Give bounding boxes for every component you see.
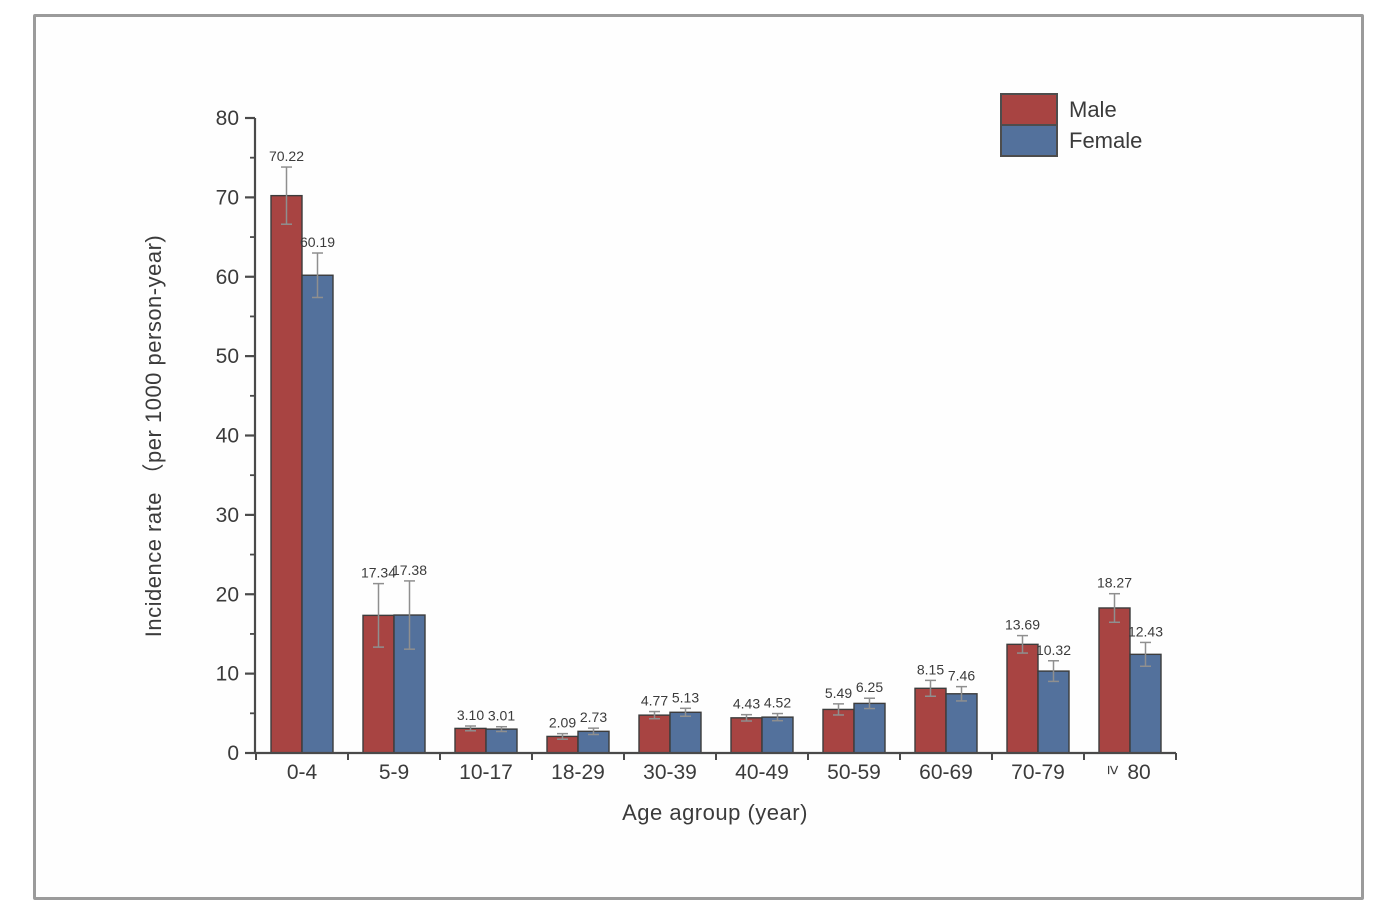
value-label: 10.32 (1036, 642, 1071, 658)
y-tick-label: 80 (216, 107, 239, 130)
value-label: 13.69 (1005, 617, 1040, 633)
value-label: 4.52 (764, 695, 791, 711)
legend-item-male: Male (1000, 93, 1142, 126)
value-label: 2.73 (580, 709, 607, 725)
x-tick-label: 18-29 (551, 761, 605, 784)
value-label: 4.77 (641, 693, 668, 709)
value-label: 3.01 (488, 708, 515, 724)
y-tick-label: 30 (216, 504, 239, 527)
value-label: 17.38 (392, 562, 427, 578)
x-tick-label: 10-17 (459, 761, 513, 784)
value-label: 8.15 (917, 661, 944, 677)
value-label: 60.19 (300, 234, 335, 250)
value-label: 7.46 (948, 668, 975, 684)
value-label: 5.49 (825, 685, 852, 701)
y-tick-label: 10 (216, 663, 239, 686)
value-label: 18.27 (1097, 575, 1132, 591)
x-tick-label-gte-symbol: ≥ (1104, 765, 1123, 774)
bar-male (270, 194, 303, 754)
legend-swatch-male (1000, 93, 1058, 126)
value-label: 4.43 (733, 696, 760, 712)
x-tick-label: 70-79 (1011, 761, 1065, 784)
y-tick-label: 70 (216, 186, 239, 209)
bar-male (914, 687, 947, 754)
legend-label-female: Female (1069, 127, 1143, 153)
bar-female (761, 716, 794, 754)
value-label: 12.43 (1128, 623, 1163, 639)
legend-item-female: Female (1000, 124, 1142, 157)
bar-male (638, 714, 671, 754)
legend-label-male: Male (1069, 96, 1117, 122)
bar-male (822, 708, 855, 754)
y-tick-label: 60 (216, 266, 239, 289)
bar-female (485, 728, 518, 754)
bar-female (945, 693, 978, 754)
x-tick-label: 80 (1127, 761, 1150, 784)
value-label: 5.13 (672, 689, 699, 705)
bar-female (301, 274, 334, 754)
y-tick-label: 0 (227, 742, 239, 765)
bar-male (1098, 607, 1131, 754)
value-label: 70.22 (269, 148, 304, 164)
y-axis-title: Incidence rate （per 1000 person-year) (141, 234, 166, 638)
x-tick-label: 30-39 (643, 761, 697, 784)
y-tick-label: 20 (216, 583, 239, 606)
y-tick-label: 50 (216, 345, 239, 368)
x-tick-label: 0-4 (287, 761, 318, 784)
value-label: 6.25 (856, 679, 883, 695)
bar-male (1006, 643, 1039, 754)
x-axis-title: Age agroup (year) (622, 800, 808, 825)
legend: Male Female (1000, 93, 1142, 157)
bar-female (669, 711, 702, 754)
legend-swatch-female (1000, 124, 1058, 157)
value-label: 17.34 (361, 565, 396, 581)
y-tick-label: 40 (216, 425, 239, 448)
x-tick-label: 40-49 (735, 761, 789, 784)
bar-male (454, 727, 487, 754)
value-label: 2.09 (549, 715, 576, 731)
bar-female (853, 702, 886, 754)
x-tick-label: 5-9 (379, 761, 409, 784)
value-label: 3.10 (457, 707, 484, 723)
x-tick-label: 60-69 (919, 761, 973, 784)
bar-female (1129, 653, 1162, 754)
x-tick-label: 50-59 (827, 761, 881, 784)
bar-male (730, 717, 763, 754)
bar-female (1037, 670, 1070, 754)
